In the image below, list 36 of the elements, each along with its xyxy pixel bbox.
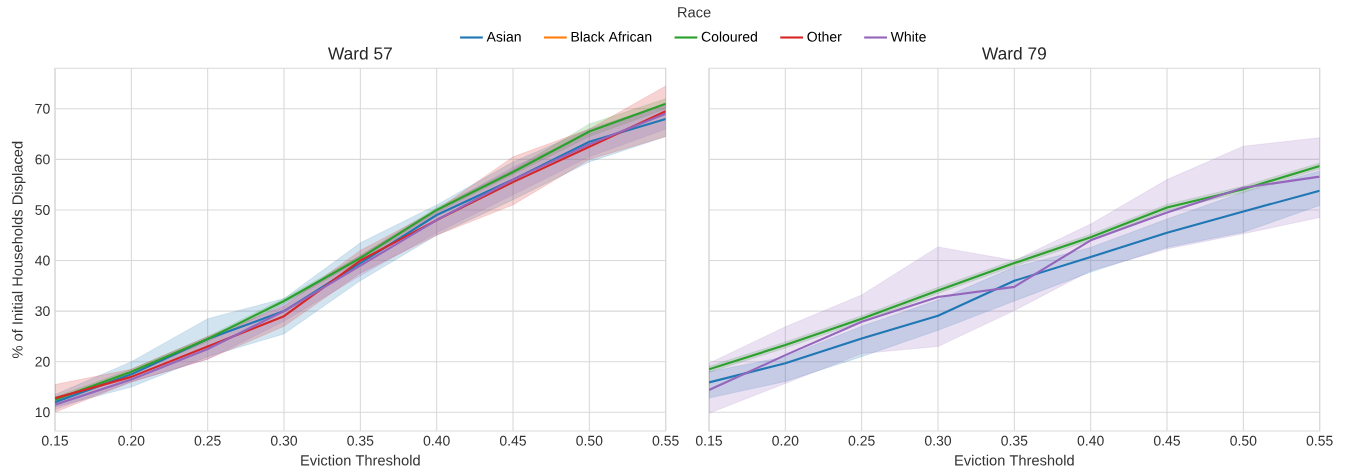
x-tick-label: 0.30 — [924, 435, 952, 446]
x-axis-title: Eviction Threshold — [301, 454, 420, 466]
y-tick-label: 30 — [35, 306, 50, 317]
x-tick-label: 0.15 — [695, 435, 723, 446]
x-tick-label: 0.40 — [1077, 435, 1104, 446]
x-tick-label: 0.30 — [270, 435, 298, 446]
x-tick-label: 0.45 — [1153, 435, 1181, 446]
x-tick-label: 0.20 — [772, 435, 799, 446]
legend-label: Black African — [571, 31, 652, 42]
y-tick-label: 70 — [35, 103, 50, 114]
x-tick-label: 0.20 — [118, 435, 145, 446]
legend-label: Other — [807, 31, 842, 42]
chart-title: Ward 79 — [981, 46, 1046, 60]
y-tick-label: 60 — [35, 154, 50, 165]
x-tick-label: 0.40 — [423, 435, 450, 446]
chart-title: Ward 57 — [327, 46, 392, 60]
x-tick-label: 0.55 — [1306, 435, 1333, 446]
x-tick-label: 0.50 — [1230, 435, 1257, 446]
x-tick-label: 0.35 — [1001, 435, 1028, 446]
legend-label: Asian — [486, 31, 521, 42]
y-axis-title: % of Initial Households Displaced — [11, 141, 26, 358]
y-tick-label: 50 — [35, 205, 50, 215]
legend-title: Race — [678, 7, 711, 18]
x-tick-label: 0.45 — [499, 435, 527, 446]
y-tick-label: 40 — [35, 255, 50, 266]
x-tick-label: 0.25 — [194, 435, 221, 446]
legend-label: White — [890, 31, 926, 42]
y-tick-label: 20 — [35, 356, 50, 367]
x-axis-title: Eviction Threshold — [955, 454, 1074, 466]
x-tick-label: 0.55 — [652, 435, 679, 446]
x-tick-label: 0.35 — [347, 435, 374, 446]
y-tick-label: 10 — [35, 407, 50, 418]
x-tick-label: 0.25 — [848, 435, 875, 446]
legend-label: Coloured — [701, 31, 757, 42]
x-tick-label: 0.50 — [576, 435, 603, 446]
x-tick-label: 0.15 — [41, 435, 69, 446]
